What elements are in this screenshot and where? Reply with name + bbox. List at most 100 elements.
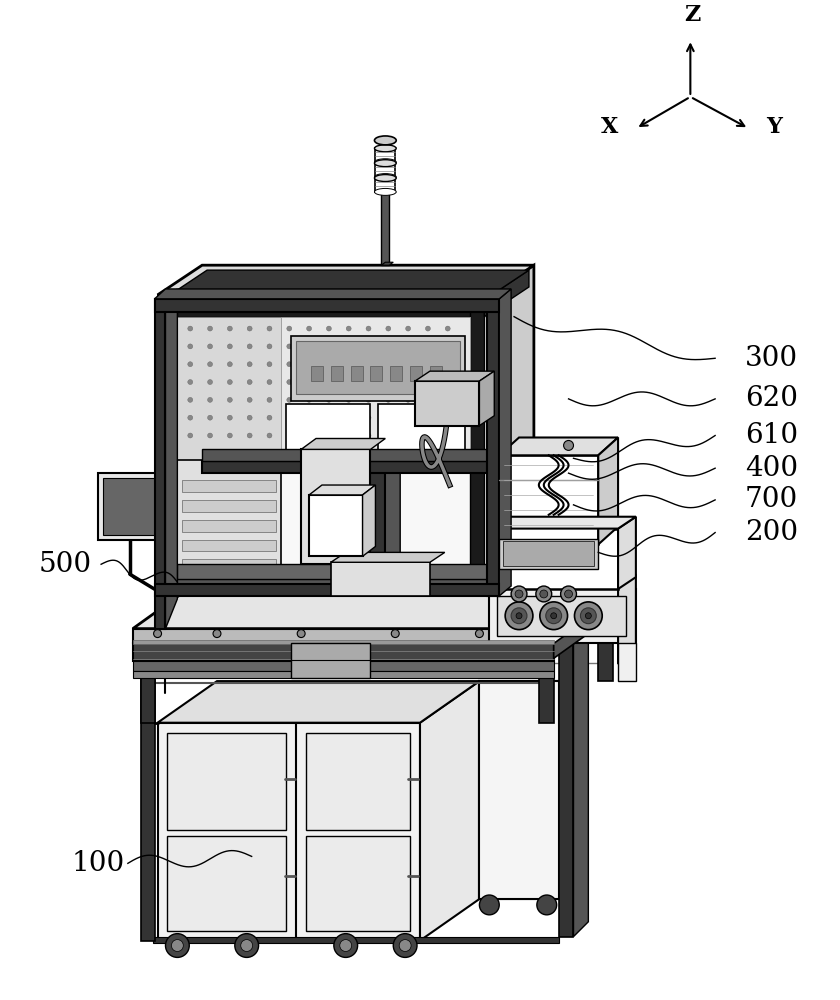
Polygon shape	[141, 643, 155, 723]
Polygon shape	[182, 540, 276, 551]
Polygon shape	[158, 295, 490, 596]
Circle shape	[247, 415, 252, 420]
Circle shape	[425, 433, 430, 438]
Polygon shape	[306, 733, 410, 830]
Circle shape	[188, 415, 192, 420]
Polygon shape	[485, 270, 529, 317]
Ellipse shape	[375, 145, 396, 152]
Circle shape	[346, 433, 351, 438]
Circle shape	[406, 397, 411, 402]
Circle shape	[171, 940, 183, 951]
Polygon shape	[391, 366, 402, 381]
Circle shape	[551, 613, 557, 619]
Circle shape	[247, 433, 252, 438]
Circle shape	[399, 940, 411, 951]
Circle shape	[366, 433, 371, 438]
Circle shape	[267, 397, 272, 402]
Polygon shape	[302, 449, 370, 564]
Circle shape	[406, 415, 411, 420]
Polygon shape	[133, 640, 554, 644]
Polygon shape	[480, 371, 494, 426]
Circle shape	[228, 344, 233, 349]
Polygon shape	[618, 643, 636, 681]
Polygon shape	[497, 596, 626, 636]
Circle shape	[207, 380, 213, 385]
Circle shape	[475, 630, 483, 638]
Circle shape	[425, 344, 430, 349]
Polygon shape	[386, 450, 400, 594]
Circle shape	[307, 397, 312, 402]
Circle shape	[207, 397, 213, 402]
Circle shape	[267, 362, 272, 367]
Polygon shape	[165, 289, 177, 629]
Polygon shape	[177, 579, 490, 594]
Polygon shape	[162, 300, 177, 589]
Circle shape	[207, 362, 213, 367]
Circle shape	[340, 940, 352, 951]
Circle shape	[386, 362, 391, 367]
Circle shape	[406, 344, 411, 349]
Polygon shape	[177, 564, 490, 579]
Circle shape	[247, 344, 252, 349]
Polygon shape	[331, 366, 343, 381]
Circle shape	[228, 326, 233, 331]
Circle shape	[327, 415, 331, 420]
Circle shape	[286, 415, 291, 420]
Polygon shape	[381, 262, 393, 265]
Polygon shape	[375, 148, 396, 162]
Circle shape	[386, 344, 391, 349]
Ellipse shape	[375, 160, 396, 167]
Polygon shape	[286, 404, 370, 460]
Polygon shape	[202, 461, 490, 473]
Polygon shape	[158, 265, 534, 295]
Polygon shape	[158, 681, 480, 723]
Polygon shape	[177, 317, 470, 460]
Circle shape	[286, 362, 291, 367]
Polygon shape	[369, 461, 386, 594]
Circle shape	[188, 380, 192, 385]
Circle shape	[386, 433, 391, 438]
Polygon shape	[381, 186, 389, 265]
Polygon shape	[410, 366, 422, 381]
Circle shape	[406, 380, 411, 385]
Circle shape	[366, 397, 371, 402]
Polygon shape	[487, 299, 499, 596]
Circle shape	[241, 940, 253, 951]
Circle shape	[228, 397, 233, 402]
Polygon shape	[133, 671, 554, 678]
Polygon shape	[490, 552, 509, 594]
Circle shape	[425, 362, 430, 367]
Polygon shape	[155, 299, 499, 312]
Polygon shape	[291, 643, 370, 678]
Polygon shape	[155, 289, 511, 299]
Circle shape	[445, 344, 450, 349]
Polygon shape	[133, 629, 554, 643]
Circle shape	[366, 344, 371, 349]
Polygon shape	[415, 371, 494, 381]
Circle shape	[386, 326, 391, 331]
Polygon shape	[375, 163, 396, 177]
Polygon shape	[470, 300, 485, 589]
Circle shape	[267, 344, 272, 349]
Circle shape	[247, 397, 252, 402]
Polygon shape	[297, 341, 459, 394]
Circle shape	[346, 380, 351, 385]
Circle shape	[286, 397, 291, 402]
Polygon shape	[202, 463, 499, 473]
Circle shape	[207, 415, 213, 420]
Text: 400: 400	[745, 455, 798, 482]
Circle shape	[346, 326, 351, 331]
Polygon shape	[309, 485, 375, 495]
Circle shape	[307, 433, 312, 438]
Circle shape	[247, 362, 252, 367]
Circle shape	[188, 326, 192, 331]
Circle shape	[560, 586, 576, 602]
Circle shape	[307, 326, 312, 331]
Text: 500: 500	[39, 551, 92, 578]
Circle shape	[366, 362, 371, 367]
Polygon shape	[306, 836, 410, 931]
Circle shape	[286, 380, 291, 385]
Circle shape	[267, 380, 272, 385]
Circle shape	[366, 326, 371, 331]
Polygon shape	[141, 643, 155, 941]
